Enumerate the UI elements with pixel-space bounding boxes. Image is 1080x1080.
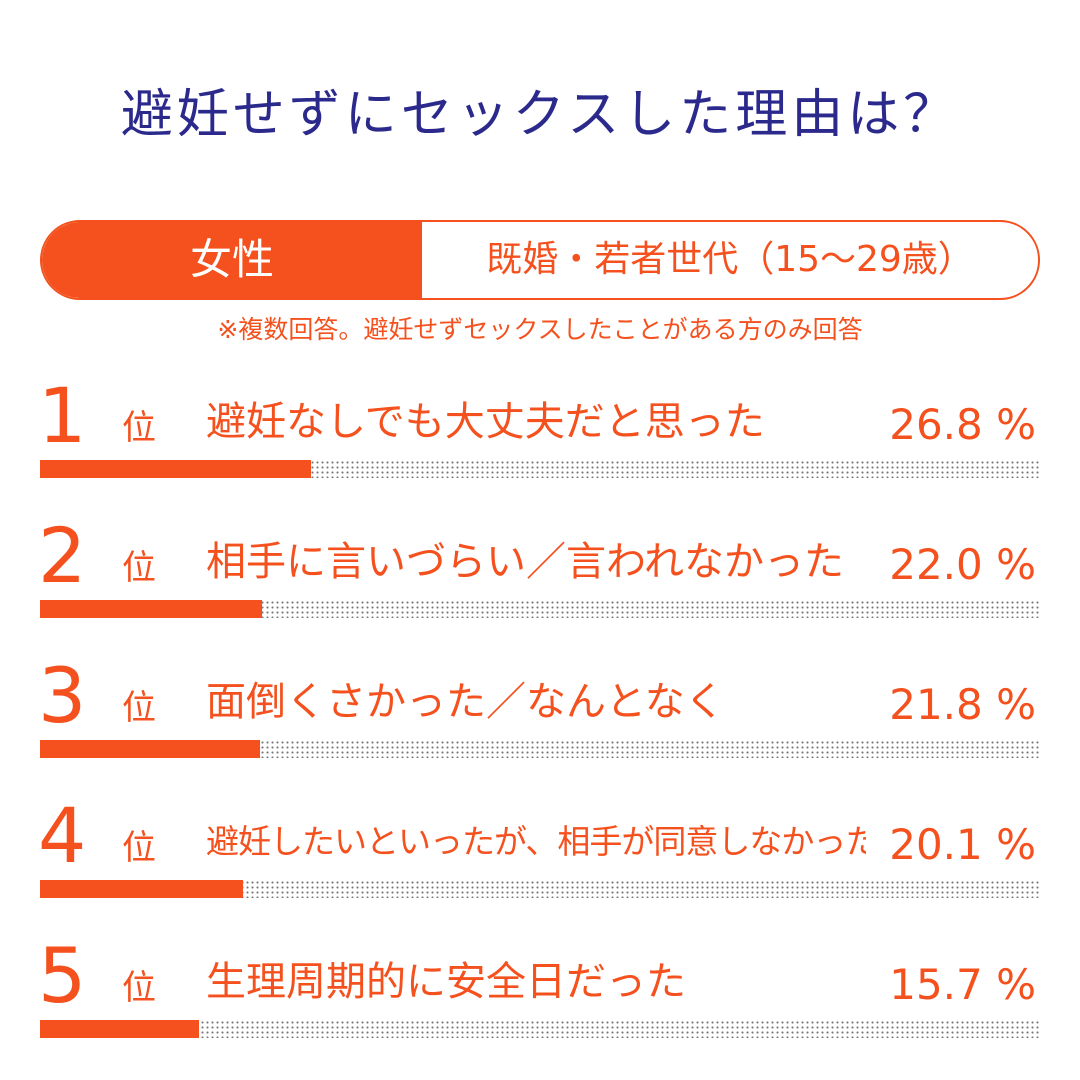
percent-label: 22.0 % bbox=[889, 540, 1036, 589]
bar bbox=[40, 740, 261, 758]
gender-label: 女性 bbox=[42, 222, 422, 298]
rank-number: 2 bbox=[38, 511, 87, 600]
reason-label: 面倒くさかった／なんとなく bbox=[206, 679, 725, 725]
bar-track bbox=[40, 460, 1040, 478]
bar bbox=[40, 460, 311, 478]
rank-row: 1 位 避妊なしでも大丈夫だと思った 26.8 % bbox=[0, 368, 1080, 508]
rank-row: 5 位 生理周期的に安全日だった 15.7 % bbox=[0, 928, 1080, 1068]
bar-track bbox=[40, 600, 1040, 618]
rank-row: 4 位 避妊したいといったが、相手が同意しなかった 20.1 % bbox=[0, 788, 1080, 928]
segment-label: 既婚・若者世代（15～29歳） bbox=[486, 239, 974, 280]
rank-row: 3 位 面倒くさかった／なんとなく 21.8 % bbox=[0, 648, 1080, 788]
bar-track bbox=[40, 1020, 1040, 1038]
rank-suffix: 位 bbox=[122, 968, 156, 1008]
rank-number: 5 bbox=[38, 931, 87, 1020]
rank-number: 1 bbox=[38, 371, 87, 460]
reason-label: 避妊なしでも大丈夫だと思った bbox=[206, 399, 765, 445]
reason-label: 相手に言いづらい／言われなかった bbox=[206, 539, 844, 585]
bar bbox=[40, 880, 243, 898]
percent-label: 15.7 % bbox=[889, 960, 1036, 1009]
bar-track bbox=[40, 880, 1040, 898]
rank-number: 4 bbox=[38, 791, 87, 880]
segment-header: 女性 既婚・若者世代（15～29歳） bbox=[40, 220, 1040, 300]
rank-number: 3 bbox=[38, 651, 87, 740]
percent-label: 20.1 % bbox=[889, 820, 1036, 869]
rank-suffix: 位 bbox=[122, 408, 156, 448]
reason-label: 避妊したいといったが、相手が同意しなかった bbox=[206, 822, 866, 861]
page-title: 避妊せずにセックスした理由は？ bbox=[120, 85, 960, 145]
bar bbox=[40, 600, 263, 618]
bar-track bbox=[40, 740, 1040, 758]
rank-suffix: 位 bbox=[122, 688, 156, 728]
bar bbox=[40, 1020, 199, 1038]
rank-suffix: 位 bbox=[122, 828, 156, 868]
percent-label: 26.8 % bbox=[889, 400, 1036, 449]
rank-suffix: 位 bbox=[122, 548, 156, 588]
percent-label: 21.8 % bbox=[889, 680, 1036, 729]
survey-note: ※複数回答。避妊せずセックスしたことがある方のみ回答 bbox=[217, 315, 863, 344]
reason-label: 生理周期的に安全日だった bbox=[206, 959, 686, 1005]
rank-row: 2 位 相手に言いづらい／言われなかった 22.0 % bbox=[0, 508, 1080, 648]
